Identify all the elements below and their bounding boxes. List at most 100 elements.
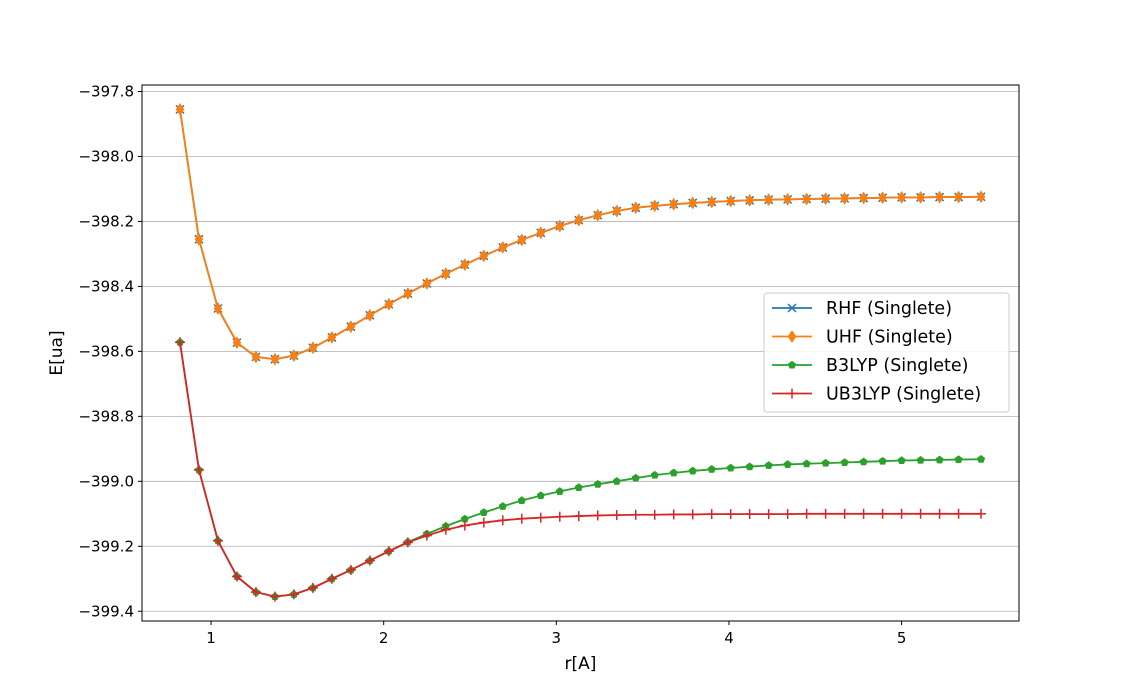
data-point	[707, 195, 717, 209]
data-point	[250, 587, 261, 598]
data-point	[326, 573, 337, 584]
data-point	[497, 515, 508, 526]
data-point	[212, 535, 223, 546]
data-point	[764, 193, 773, 207]
legend-label: RHF (Singlete)	[826, 299, 952, 319]
data-point	[976, 190, 986, 204]
data-point	[174, 337, 185, 348]
data-point	[384, 297, 394, 311]
legend-marker	[787, 330, 797, 343]
data-point	[649, 509, 660, 520]
data-point	[688, 196, 698, 210]
data-point	[916, 455, 925, 464]
data-point	[954, 190, 963, 204]
data-point	[403, 287, 413, 301]
data-point	[288, 589, 299, 600]
x-axis-label: r[A]	[565, 654, 597, 674]
legend-entry: RHF (Singlete)	[772, 299, 952, 319]
data-point	[175, 102, 185, 116]
data-point	[213, 302, 223, 315]
data-point	[745, 462, 754, 471]
data-point	[707, 464, 716, 473]
data-point	[764, 461, 773, 469]
y-tick-label: −399.2	[78, 537, 134, 555]
data-point	[878, 456, 887, 465]
data-point	[327, 330, 337, 344]
data-point	[460, 258, 470, 272]
legend-marker	[787, 360, 797, 369]
y-tick-label: −398.6	[78, 342, 134, 360]
legend-entry: UHF (Singlete)	[772, 328, 953, 348]
data-point	[706, 509, 717, 520]
data-point	[612, 477, 621, 485]
data-point	[783, 460, 792, 468]
data-point	[840, 191, 849, 205]
data-point	[421, 530, 432, 541]
data-point	[840, 458, 849, 466]
data-point	[668, 509, 679, 520]
data-point	[631, 473, 640, 482]
data-point	[802, 192, 811, 206]
data-point	[915, 508, 926, 519]
data-point	[669, 197, 679, 211]
data-point	[592, 510, 603, 521]
data-point	[726, 194, 735, 208]
data-point	[441, 267, 451, 281]
data-point	[231, 571, 242, 582]
data-point	[536, 491, 545, 500]
data-point	[726, 463, 735, 472]
data-point	[289, 349, 299, 363]
data-point	[839, 508, 850, 519]
data-point	[232, 336, 242, 350]
legend: RHF (Singlete) UHF (Singlete) B3LYP (Singl…	[763, 292, 1010, 413]
y-tick-label: −398.0	[78, 147, 134, 165]
data-point	[479, 249, 489, 263]
data-point	[877, 508, 888, 519]
data-point	[801, 508, 812, 519]
data-point	[574, 483, 583, 491]
y-tick-label: −397.8	[78, 82, 134, 100]
data-point	[516, 513, 527, 524]
data-point	[896, 508, 907, 519]
data-point	[650, 470, 659, 479]
data-point	[555, 219, 565, 233]
x-tick-label: 2	[379, 629, 389, 647]
legend-label: B3LYP (Singlete)	[826, 356, 968, 376]
series-uhf-singlete	[175, 102, 986, 366]
x-tick-label: 4	[724, 629, 734, 647]
data-point	[763, 509, 774, 520]
grid-lines	[142, 91, 1019, 612]
data-point	[535, 512, 546, 523]
data-point	[783, 192, 792, 206]
data-point	[687, 509, 698, 520]
data-point	[251, 350, 261, 364]
data-point	[935, 190, 944, 204]
data-point	[612, 204, 622, 218]
x-tick-label: 1	[206, 629, 216, 647]
data-point	[307, 582, 318, 593]
y-tick-label: −399.4	[78, 602, 134, 620]
x-tick-label: 5	[897, 629, 907, 647]
data-point	[976, 508, 987, 519]
data-point	[782, 509, 793, 520]
data-point	[517, 496, 526, 504]
data-point	[821, 192, 830, 206]
data-point	[269, 591, 280, 602]
data-point	[802, 459, 811, 468]
data-point	[897, 456, 906, 465]
data-point	[573, 511, 584, 522]
data-point	[422, 277, 432, 290]
data-point	[859, 191, 868, 205]
data-point	[593, 208, 603, 222]
data-point	[498, 502, 507, 510]
data-point	[498, 240, 508, 254]
legend-entry: B3LYP (Singlete)	[772, 356, 968, 376]
data-point	[383, 546, 394, 557]
legend-marker	[787, 388, 797, 399]
y-tick-label: −398.8	[78, 407, 134, 425]
data-point	[536, 226, 546, 240]
data-point	[976, 454, 986, 463]
data-point	[745, 193, 754, 207]
data-point	[650, 199, 660, 213]
